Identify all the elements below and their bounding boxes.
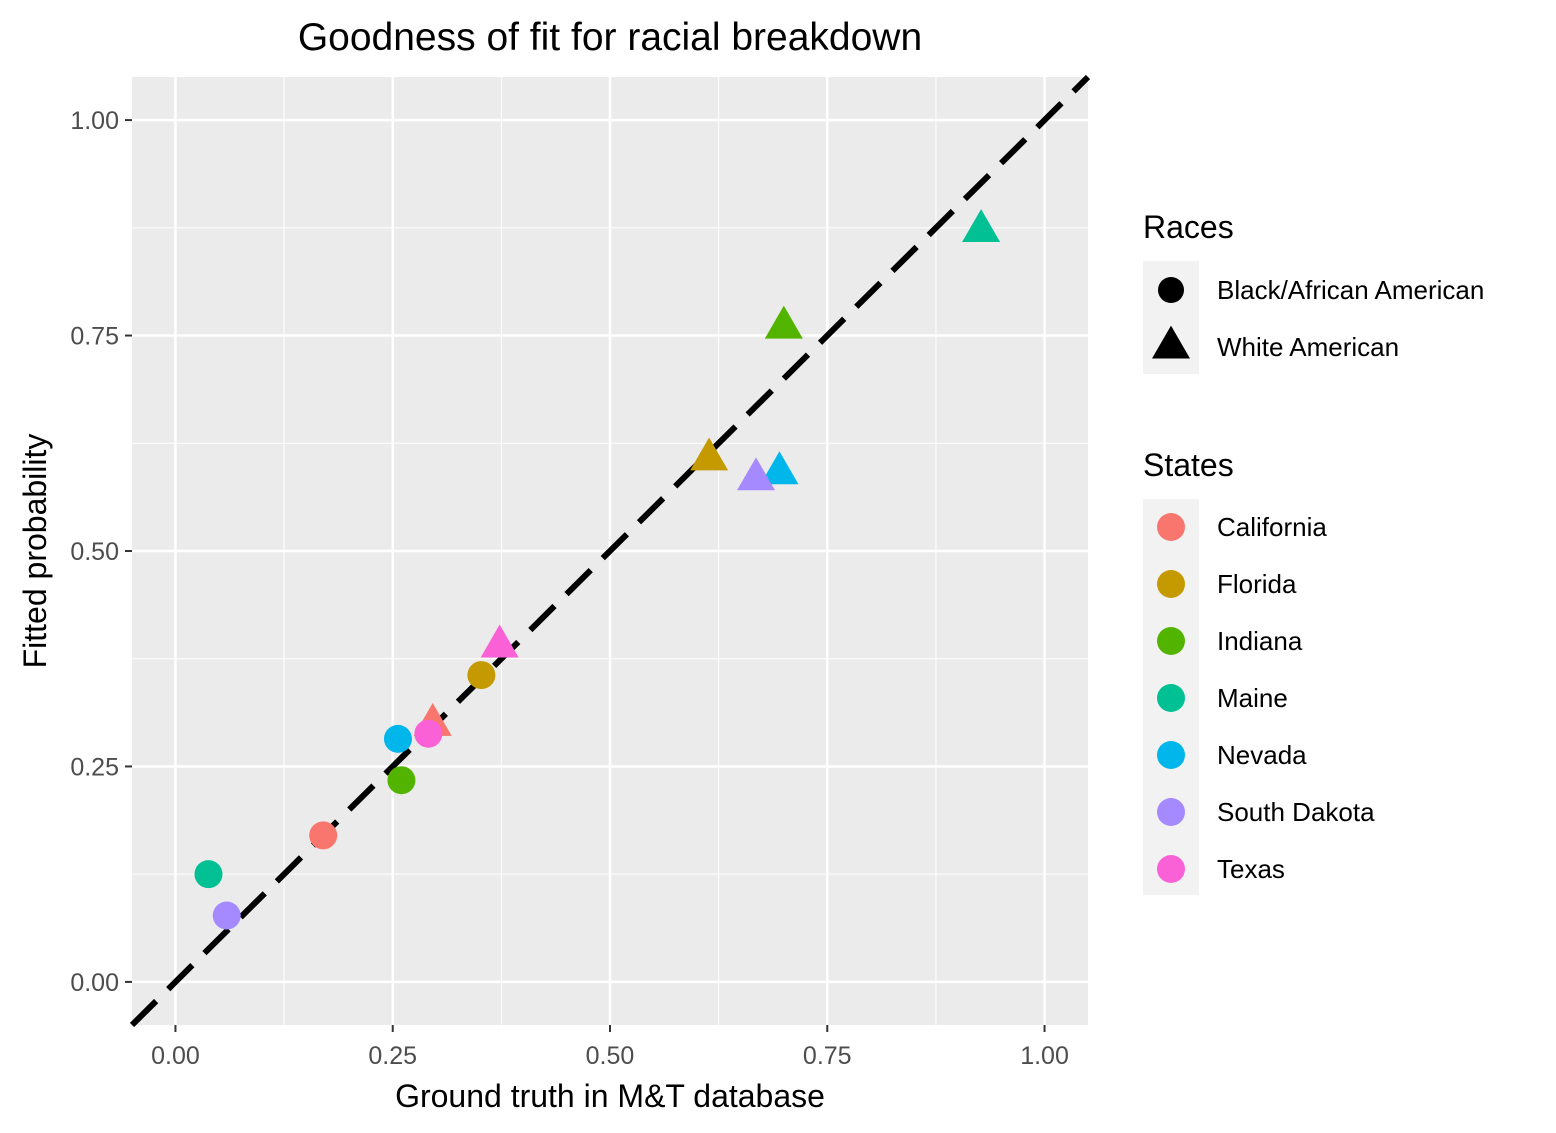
legend-label-nevada: Nevada [1217,740,1307,770]
point-indiana-white-american [764,305,803,339]
point-nevada-black-african-american [383,724,412,753]
legend-key-maine [1157,684,1185,712]
point-maine-white-american [962,209,1001,243]
y-tick-label: 0.25 [70,753,119,781]
point-texas-white-american [480,624,519,658]
legend-key-circle [1158,277,1184,303]
y-axis: 0.00 0.25 0.50 0.75 1.00 [70,107,132,997]
legend-label-maine: Maine [1217,683,1288,713]
legend-label-california: California [1217,512,1327,542]
point-florida-white-american [690,437,729,471]
legend-key-nevada [1157,741,1185,769]
y-tick-label: 1.00 [70,107,119,135]
legend-key-triangle [1152,325,1190,359]
y-tick-label: 0.50 [70,538,119,566]
point-nevada-white-american [760,451,799,485]
legend-key-texas [1157,855,1185,883]
shape-legend: Races Black/African American White Ameri… [1143,209,1484,374]
data-points [194,209,1001,930]
shape-legend-label-black: Black/African American [1217,275,1484,305]
y-tick-label: 0.00 [70,969,119,997]
point-texas-black-african-american [414,719,443,748]
point-maine-black-african-american [194,860,223,889]
shape-legend-title: Races [1143,209,1234,245]
x-tick-label: 0.25 [368,1042,417,1070]
chart-title: Goodness of fit for racial breakdown [298,16,922,59]
x-tick-label: 1.00 [1020,1042,1069,1070]
legend-key-florida [1157,570,1185,598]
legend-key-california [1157,513,1185,541]
color-legend: States California Florida Indiana Maine Neva… [1143,447,1375,895]
x-axis-title: Ground truth in M&T database [395,1078,825,1114]
point-south-dakota-white-american [737,457,776,491]
reference-line-layer [129,74,1091,1028]
x-tick-label: 0.00 [151,1042,200,1070]
shape-legend-label-white: White American [1217,332,1399,362]
x-tick-label: 0.75 [803,1042,852,1070]
y-axis-title: Fitted probability [17,434,53,669]
color-legend-items: California Florida Indiana Maine Nevada South… [1157,512,1375,884]
legend-label-florida: Florida [1217,569,1297,599]
point-florida-black-african-american [467,661,496,690]
legend-label-texas: Texas [1217,854,1285,884]
point-indiana-black-african-american [387,766,416,795]
legend-key-south-dakota [1157,798,1185,826]
reference-line-identity [129,74,1091,1028]
legend-label-indiana: Indiana [1217,626,1303,656]
color-legend-title: States [1143,447,1234,483]
x-tick-label: 0.50 [586,1042,635,1070]
legend-key-indiana [1157,627,1185,655]
legend-label-south-dakota: South Dakota [1217,797,1375,827]
point-california-black-african-american [309,821,338,850]
y-tick-label: 0.75 [70,323,119,351]
x-axis: 0.00 0.25 0.50 0.75 1.00 [151,1025,1069,1070]
point-south-dakota-black-african-american [212,901,241,930]
